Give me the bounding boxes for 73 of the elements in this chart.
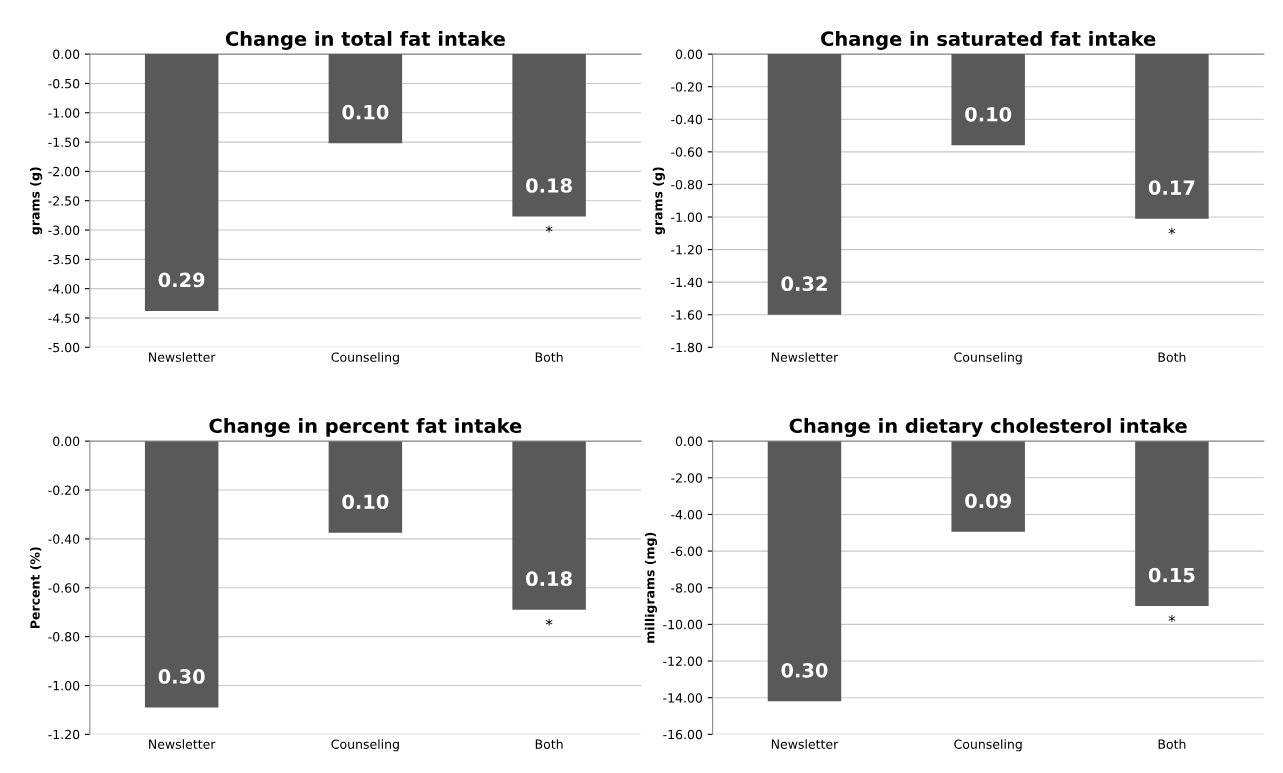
x-tick-label: Newsletter: [149, 739, 216, 749]
y-tick-label: 0.00: [53, 49, 80, 60]
x-tick-label: Counseling: [331, 352, 399, 365]
y-tick-label: -1.60: [671, 310, 703, 320]
annotation: *: [1168, 615, 1176, 623]
x-tick-label: Counseling: [331, 739, 399, 752]
y-axis-title: Percent (%): [30, 547, 42, 629]
y-tick-label: -1.20: [48, 729, 80, 740]
chart-title: Change in total fat intake: [225, 31, 505, 50]
x-tick-label: Both: [1158, 739, 1186, 749]
annotation: *: [545, 618, 553, 626]
y-tick-label: -4.00: [671, 509, 703, 520]
y-tick-label: -0.20: [48, 485, 80, 495]
y-tick-label: -0.20: [671, 82, 703, 92]
y-tick-label: -5.00: [48, 342, 80, 353]
y-tick-label: -4.00: [48, 284, 80, 294]
y-tick-label: 0.00: [675, 436, 703, 447]
y-tick-label: -16.00: [663, 729, 703, 740]
y-tick-label: -1.40: [671, 277, 703, 288]
y-tick-label: -4.50: [48, 313, 80, 323]
x-tick-label: Counseling: [954, 739, 1022, 752]
y-tick-label: -3.50: [48, 254, 80, 265]
x-tick-label: Both: [535, 352, 563, 362]
y-tick-label: -2.00: [48, 166, 80, 177]
annotation: 0.09: [965, 493, 1011, 509]
x-tick-label: Both: [535, 739, 563, 749]
y-tick-label: -1.80: [671, 342, 703, 353]
y-tick-label: -0.40: [48, 534, 80, 544]
y-axis-title: grams (g): [652, 167, 665, 235]
y-tick-label: -1.50: [48, 137, 80, 147]
annotation: 0.10: [342, 104, 389, 120]
annotation: *: [545, 225, 553, 233]
y-tick-label: -2.50: [48, 196, 80, 206]
chart-title: Change in dietary cholesterol intake: [789, 418, 1187, 438]
y-axis-title: grams (g): [30, 167, 43, 235]
x-tick-label: Newsletter: [771, 739, 839, 749]
y-tick-label: -1.20: [671, 245, 703, 255]
y-tick-label: -0.60: [671, 147, 703, 157]
x-tick-label: Counseling: [954, 352, 1022, 365]
y-tick-label: -14.00: [663, 693, 703, 703]
annotation: 0.18: [526, 571, 572, 587]
annotation: 0.30: [158, 669, 205, 684]
y-tick-label: -8.00: [671, 583, 703, 593]
y-tick-label: -1.00: [48, 680, 80, 691]
chart-title: Change in percent fat intake: [209, 418, 522, 438]
y-tick-label: -1.00: [48, 108, 80, 118]
x-tick-label: Newsletter: [771, 352, 839, 362]
y-tick-label: -0.80: [48, 632, 80, 642]
y-axis-title: milligrams (mg): [644, 532, 658, 643]
annotation: 0.29: [158, 272, 205, 288]
y-tick-label: -2.00: [671, 473, 703, 483]
x-tick-label: Newsletter: [149, 352, 216, 362]
x-tick-label: Both: [1158, 352, 1186, 362]
y-tick-label: -0.60: [48, 583, 80, 593]
y-tick-label: -3.00: [48, 225, 80, 235]
y-tick-label: -0.50: [48, 78, 80, 89]
annotation: 0.30: [781, 662, 828, 678]
y-tick-label: 0.00: [675, 49, 703, 60]
y-tick-label: 0.00: [53, 436, 80, 447]
y-tick-label: -12.00: [663, 656, 703, 666]
y-tick-label: -1.00: [671, 212, 703, 222]
annotation: 0.10: [342, 494, 389, 510]
annotation: 0.32: [781, 276, 827, 292]
annotation: 0.17: [1148, 180, 1195, 195]
y-tick-label: -10.00: [663, 619, 703, 630]
annotation: 0.18: [526, 178, 572, 193]
y-tick-label: -0.40: [671, 114, 703, 125]
y-tick-label: -0.80: [671, 179, 703, 190]
annotation: 0.15: [1148, 567, 1195, 583]
annotation: 0.10: [965, 106, 1012, 122]
chart-title: Change in saturated fat intake: [821, 31, 1156, 50]
annotation: *: [1168, 227, 1176, 235]
y-tick-label: -6.00: [671, 546, 703, 557]
